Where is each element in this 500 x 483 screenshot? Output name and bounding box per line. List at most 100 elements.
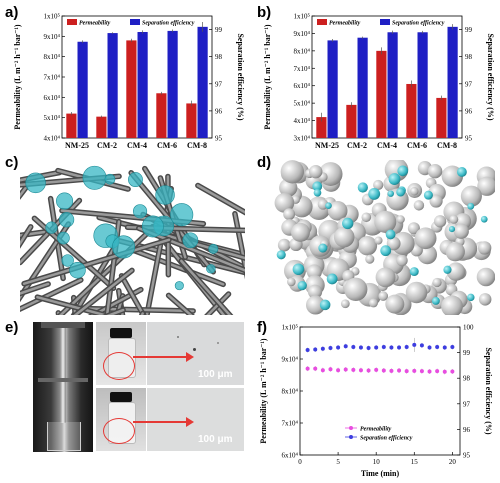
fiber-highlight: [129, 247, 225, 286]
bar-permeability: [186, 103, 197, 138]
y-tick-label-right: 98: [463, 375, 471, 383]
polymer-sphere: [373, 179, 384, 191]
micrograph-top: [147, 322, 244, 385]
red-arrow-icon: [133, 417, 194, 427]
fiber-highlight: [22, 238, 171, 285]
point-separation: [419, 343, 424, 348]
nanoparticle: [313, 188, 322, 197]
y-tick-label-left: 4x10⁴: [294, 117, 311, 125]
point-separation: [427, 345, 432, 350]
y-tick-label-left: 1x10⁵: [294, 13, 311, 21]
x-tick-label: 0: [298, 458, 302, 466]
point-permeability: [442, 369, 447, 374]
polymer-sphere: [309, 164, 323, 179]
polymer-sphere: [357, 236, 378, 256]
y-tick-label-right: 95: [215, 135, 223, 143]
polymer-sphere: [374, 210, 397, 233]
panel-label-d: d): [257, 154, 272, 171]
y-tick-label-left: 7x10⁴: [282, 420, 299, 428]
y-tick-label-left: 7x10⁴: [44, 74, 61, 82]
nanoparticle: [387, 190, 394, 197]
polymer-sphere: [429, 194, 443, 208]
y-tick-label-left: 4x10⁴: [44, 135, 61, 143]
nanoparticle: [456, 167, 467, 177]
legend-label-separation: Separation efficiency: [360, 436, 413, 442]
bar-permeability: [96, 116, 107, 138]
polymer-sphere: [410, 187, 419, 196]
point-separation: [389, 345, 394, 350]
nanoparticle: [342, 217, 354, 230]
category-label: CM-8: [437, 141, 457, 150]
point-separation: [313, 347, 318, 352]
y-tick-label-right: 100: [463, 324, 474, 332]
bar-separation: [327, 40, 338, 138]
y-axis-title-left: Permeability (L m⁻² h⁻¹ bar⁻¹): [259, 338, 268, 444]
y-tick-label-right: 95: [463, 452, 471, 460]
y-tick-label-right: 98: [215, 53, 223, 61]
y-axis-title-left: Permeability (L m⁻² h⁻¹ bar⁻¹): [13, 24, 22, 130]
y-tick-label-left: 1x10⁵: [282, 324, 299, 332]
nanoparticle-cluster: [132, 204, 148, 219]
nanoparticle-cluster: [104, 173, 116, 185]
fiber-highlight: [90, 288, 143, 315]
y-tick-label-right: 96: [465, 107, 473, 115]
nanoparticle-cluster: [128, 172, 143, 187]
category-label: CM-4: [377, 141, 397, 150]
point-separation: [450, 344, 455, 349]
y-tick-label-left: 5x10⁴: [294, 100, 311, 108]
nanoparticle: [443, 265, 452, 274]
fiber-highlight: [20, 278, 83, 311]
y-tick-label-right: 95: [465, 135, 473, 143]
nanoparticle-cluster: [208, 243, 219, 254]
legend-label-permeability: Permeability: [360, 427, 392, 433]
x-tick-label: 5: [336, 458, 340, 466]
y-tick-label-left: 6x10⁴: [294, 82, 311, 90]
y-tick-label-right: 98: [465, 53, 473, 61]
nanoparticle: [480, 215, 488, 223]
polymer-sphere: [405, 281, 428, 304]
fiber-highlight: [206, 292, 230, 315]
point-permeability: [336, 368, 341, 373]
nanoparticle-cluster: [45, 221, 58, 234]
polymer-sphere: [446, 262, 466, 281]
fiber-highlight: [167, 294, 193, 315]
nanoparticle: [297, 280, 307, 291]
polymer-sphere: [477, 241, 492, 255]
fiber-highlight: [20, 282, 50, 295]
point-separation: [336, 345, 341, 350]
polymer-sphere: [433, 215, 447, 228]
chart-a: 4x10⁴ 5x10⁴ 6x10⁴ 7x10⁴ 8x10⁴ 9x10⁴ 1x10⁵ 95 96 9…: [13, 13, 245, 151]
nanoparticle: [397, 165, 409, 177]
polymer-sphere: [414, 227, 437, 250]
point-separation: [351, 344, 356, 349]
bar-separation: [417, 32, 428, 139]
bar-separation: [387, 32, 398, 139]
x-tick-label: 10: [373, 458, 381, 466]
nanoparticle-cluster: [174, 281, 184, 291]
legend-label-separation: Separation efficiency: [142, 21, 195, 27]
polymer-sphere: [396, 254, 408, 267]
y-tick-label-left: 6x10⁴: [44, 94, 61, 102]
bar-permeability: [376, 50, 387, 138]
nanoparticle: [292, 263, 305, 276]
point-permeability: [313, 366, 318, 371]
point-permeability: [404, 369, 409, 374]
point-separation: [404, 344, 409, 349]
point-permeability: [412, 368, 417, 373]
particle-membrane-illustration: [274, 160, 495, 315]
polymer-sphere: [477, 176, 495, 196]
legend-swatch-separation: [130, 19, 140, 25]
y-tick-label-right: 96: [463, 426, 471, 434]
fiber-highlight: [180, 259, 232, 315]
fiber-highlight: [36, 295, 110, 315]
y-tick-label-left: 5x10⁴: [44, 114, 61, 122]
x-axis-title: Time (min): [361, 469, 400, 478]
scale-bar-label-top: 100 μm: [198, 369, 233, 380]
y-tick-label-right: 97: [465, 80, 473, 88]
y-axis-title-right: Separation efficiency (%): [236, 33, 245, 120]
bar-separation: [77, 41, 88, 138]
bar-permeability: [436, 97, 447, 138]
polymer-sphere: [378, 291, 389, 301]
panel-label-e: e): [5, 319, 19, 336]
